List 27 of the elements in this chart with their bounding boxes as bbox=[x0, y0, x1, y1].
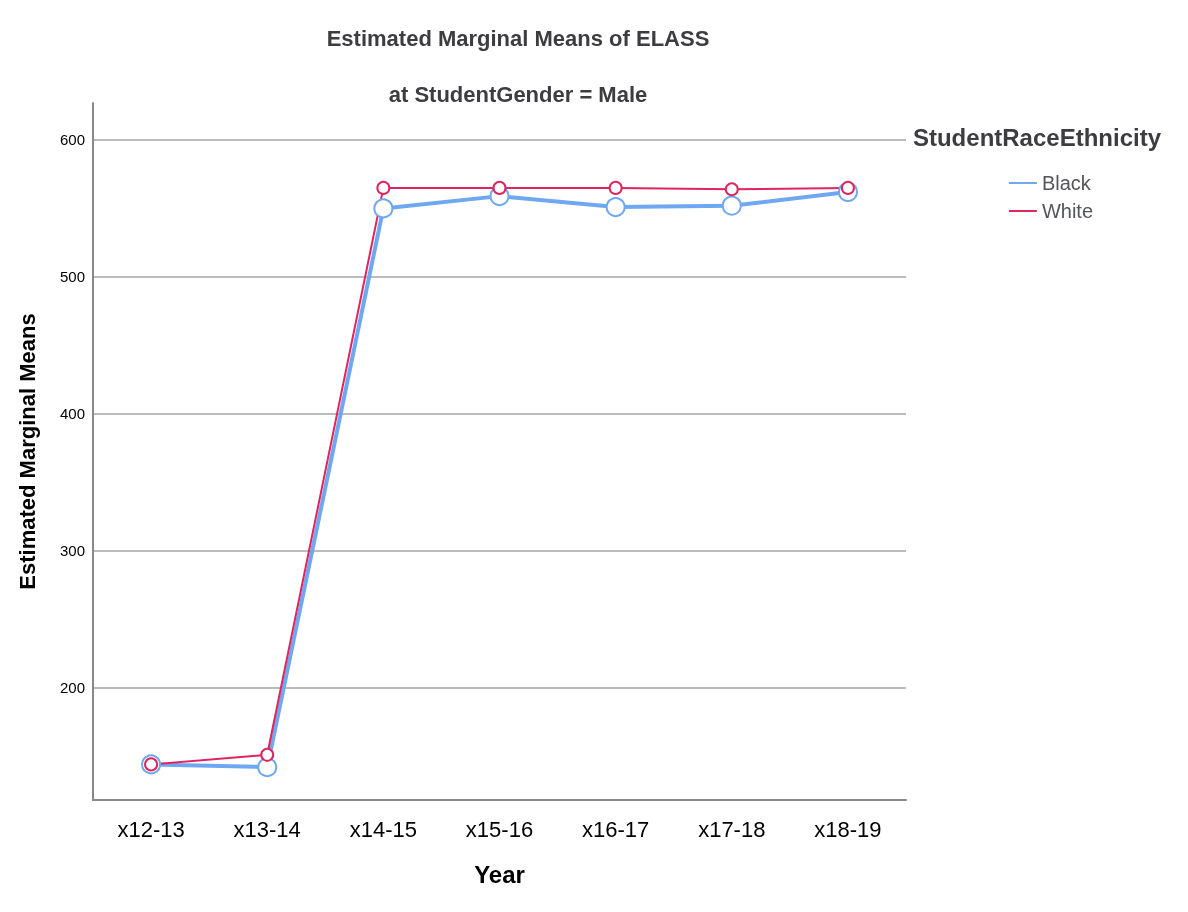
y-tick-label: 200 bbox=[59, 679, 85, 697]
point bbox=[605, 197, 626, 218]
point bbox=[260, 747, 275, 762]
y-tick-label: 400 bbox=[59, 405, 85, 423]
y-tick-label: 500 bbox=[59, 268, 85, 286]
x-tick-label: x14-15 bbox=[349, 816, 417, 842]
x-tick-label: x12-13 bbox=[117, 816, 185, 842]
x-tick-label: x13-14 bbox=[233, 816, 301, 842]
x-tick-label: x17-18 bbox=[698, 816, 766, 842]
point bbox=[721, 195, 742, 216]
point bbox=[492, 180, 507, 195]
x-tick-label: x16-17 bbox=[582, 816, 650, 842]
legend-title: StudentRaceEthnicity bbox=[912, 123, 1162, 151]
point bbox=[376, 180, 391, 195]
x-tick-label: x18-19 bbox=[814, 816, 882, 842]
legend-label: Black bbox=[1041, 172, 1092, 194]
point bbox=[608, 180, 623, 195]
chart-title: Estimated Marginal Means of ELASS bbox=[326, 25, 710, 51]
chart-subtitle: at StudentGender = Male bbox=[388, 81, 648, 107]
y-tick-label: 300 bbox=[59, 542, 85, 560]
x-tick-label: x15-16 bbox=[465, 816, 534, 842]
point bbox=[724, 182, 739, 197]
x-axis-title: Year bbox=[474, 860, 525, 888]
y-axis-title: Estimated Marginal Means bbox=[14, 313, 40, 590]
legend-label: White bbox=[1041, 200, 1093, 222]
point bbox=[373, 198, 394, 219]
y-tick-label: 600 bbox=[59, 131, 85, 149]
